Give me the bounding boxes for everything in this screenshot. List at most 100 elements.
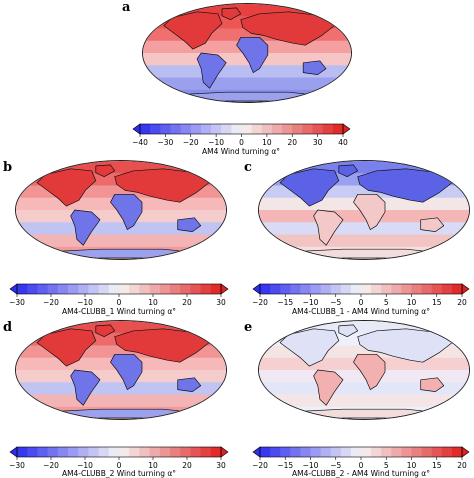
colorbar-svg	[132, 123, 351, 137]
colorbar-tick-label: −20	[182, 138, 199, 147]
colorbar-segment	[241, 124, 253, 134]
map-svg	[259, 161, 469, 259]
colorbar-segment	[200, 284, 212, 294]
colorbar-extend-high	[342, 123, 351, 135]
colorbar-tick-label: −30	[157, 138, 174, 147]
colorbar-tick-label: 0	[116, 298, 122, 307]
colorbar-segment	[300, 284, 312, 294]
field-band	[16, 321, 226, 334]
colorbar-segment	[37, 447, 49, 457]
colorbar-segment	[108, 447, 120, 457]
colorbar-segment	[270, 447, 281, 457]
colorbar-tick-label: 20	[182, 461, 192, 470]
continent-south-america	[70, 369, 101, 406]
colorbar-segment	[350, 284, 362, 294]
colorbar-tick-label: −20	[43, 461, 59, 470]
colorbar-tick-label: 30	[216, 298, 226, 307]
colorbar-d	[9, 446, 229, 460]
colorbar-tick-label: −10	[208, 138, 225, 147]
colorbar-tick-label: 40	[338, 138, 348, 147]
colorbar-segment	[282, 124, 293, 134]
colorbar-segment	[37, 284, 49, 294]
colorbar-segment	[190, 284, 202, 294]
continent-north-america	[279, 168, 340, 207]
field-band	[16, 382, 226, 395]
colorbar-e-label: AM4-CLUBB_2 - AM4 Wind turning α°	[292, 469, 430, 478]
panel-letter-a: a	[122, 0, 131, 15]
colorbar-segment	[251, 124, 263, 134]
colorbar-extend-high	[220, 283, 229, 295]
colorbar-segment	[260, 447, 271, 457]
colorbar-c-label: AM4-CLUBB_1 - AM4 Wind turning α°	[292, 307, 430, 316]
colorbar-segment	[139, 447, 151, 457]
colorbar-tick-label: 10	[262, 138, 272, 147]
colorbar-tick-label: −20	[252, 298, 268, 307]
map-panel-a	[142, 3, 352, 103]
colorbar-tick-label: 0	[358, 298, 364, 307]
colorbar-segment	[78, 284, 89, 294]
colorbar-svg	[252, 283, 470, 297]
colorbar-segment	[140, 124, 151, 134]
colorbar-tick-label: −30	[9, 298, 25, 307]
colorbar-segment	[17, 447, 28, 457]
colorbar-segment	[371, 284, 382, 294]
field-band	[259, 234, 469, 248]
colorbar-segment	[221, 124, 232, 134]
continent-greenland	[338, 324, 359, 338]
colorbar-segment	[129, 284, 140, 294]
colorbar-tick-label: 30	[312, 138, 323, 147]
continent-greenland	[95, 324, 116, 338]
colorbar-segment	[290, 284, 301, 294]
colorbar-segment	[260, 284, 271, 294]
colorbar-extend-low	[9, 283, 18, 295]
colorbar-a	[132, 123, 351, 137]
colorbar-tick-label: 15	[431, 298, 442, 307]
continent-australia	[302, 60, 327, 75]
colorbar-segment	[119, 284, 130, 294]
colorbar-tick-label: 20	[457, 461, 467, 470]
colorbar-tick-label: 20	[182, 298, 192, 307]
continent-greenland	[95, 164, 116, 178]
colorbar-segment	[211, 124, 222, 134]
colorbar-segment	[451, 284, 463, 294]
colorbar-segment	[27, 447, 38, 457]
panel-letter-b: b	[3, 160, 13, 175]
colorbar-segment	[57, 447, 69, 457]
colorbar-segment	[290, 447, 301, 457]
colorbar-segment	[139, 284, 151, 294]
colorbar-segment	[330, 447, 342, 457]
map-svg	[16, 161, 226, 259]
colorbar-segment	[68, 447, 79, 457]
colorbar-segment	[271, 124, 283, 134]
colorbar-b	[9, 283, 229, 297]
continent-australia	[177, 217, 202, 232]
colorbar-segment	[361, 284, 372, 294]
colorbar-segment	[68, 284, 79, 294]
colorbar-tick-label: −5	[330, 461, 342, 470]
field-band	[16, 161, 226, 174]
colorbar-tick-label: 30	[216, 461, 226, 470]
colorbar-segment	[431, 284, 443, 294]
colorbar-tick-label: −30	[9, 461, 25, 470]
colorbar-segment	[57, 284, 69, 294]
colorbar-segment	[159, 447, 171, 457]
colorbar-segment	[302, 124, 314, 134]
panel-letter-d: d	[3, 320, 13, 335]
colorbar-tick-label: 5	[383, 298, 389, 307]
continent-europe-asia	[114, 328, 210, 363]
colorbar-tick-label: 0	[358, 461, 364, 470]
continent-greenland	[221, 7, 242, 21]
colorbar-segment	[381, 447, 392, 457]
colorbar-segment	[159, 284, 171, 294]
colorbar-tick-label: −5	[330, 298, 342, 307]
colorbar-segment	[322, 124, 334, 134]
continent-south-america	[196, 52, 227, 89]
map-svg	[16, 321, 226, 419]
map-svg	[143, 4, 351, 102]
colorbar-segment	[361, 447, 372, 457]
colorbar-segment	[88, 447, 100, 457]
map-panel-e	[258, 320, 470, 420]
colorbar-extend-low	[252, 446, 261, 458]
colorbar-tick-label: 5	[383, 461, 389, 470]
colorbar-segment	[190, 447, 202, 457]
